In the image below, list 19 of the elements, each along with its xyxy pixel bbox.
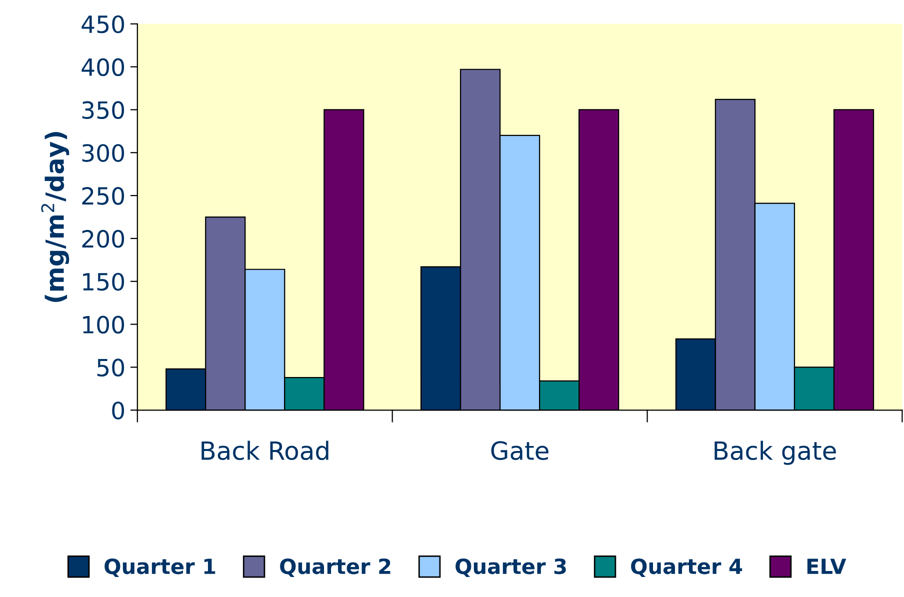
x-tick-label: Back Road [202,440,328,460]
y-tick-label: 400 [82,58,124,76]
x-tick-label: Back gate [714,440,836,465]
y-tick-label: 100 [83,316,124,334]
legend-label: Quarter 4 [631,558,742,577]
legend-label: ELV [807,558,846,574]
y-axis-title: (mg/m$^{2}$/day) [41,132,70,302]
y-tick-label: 150 [83,272,124,291]
y-tick-label: 50 [97,358,124,377]
legend-label: Quarter 2 [280,558,390,577]
x-tick-label: Gate [491,441,548,460]
y-tick-label: 300 [82,144,124,162]
y-tick-label: 0 [112,402,124,420]
legend-label: Quarter 1 [104,558,216,577]
y-tick-label: 250 [82,186,124,205]
legend-label: Quarter 3 [456,558,566,577]
y-tick-label: 350 [82,101,124,120]
y-tick-label: 200 [82,230,124,248]
y-tick-label: 450 [82,15,124,34]
